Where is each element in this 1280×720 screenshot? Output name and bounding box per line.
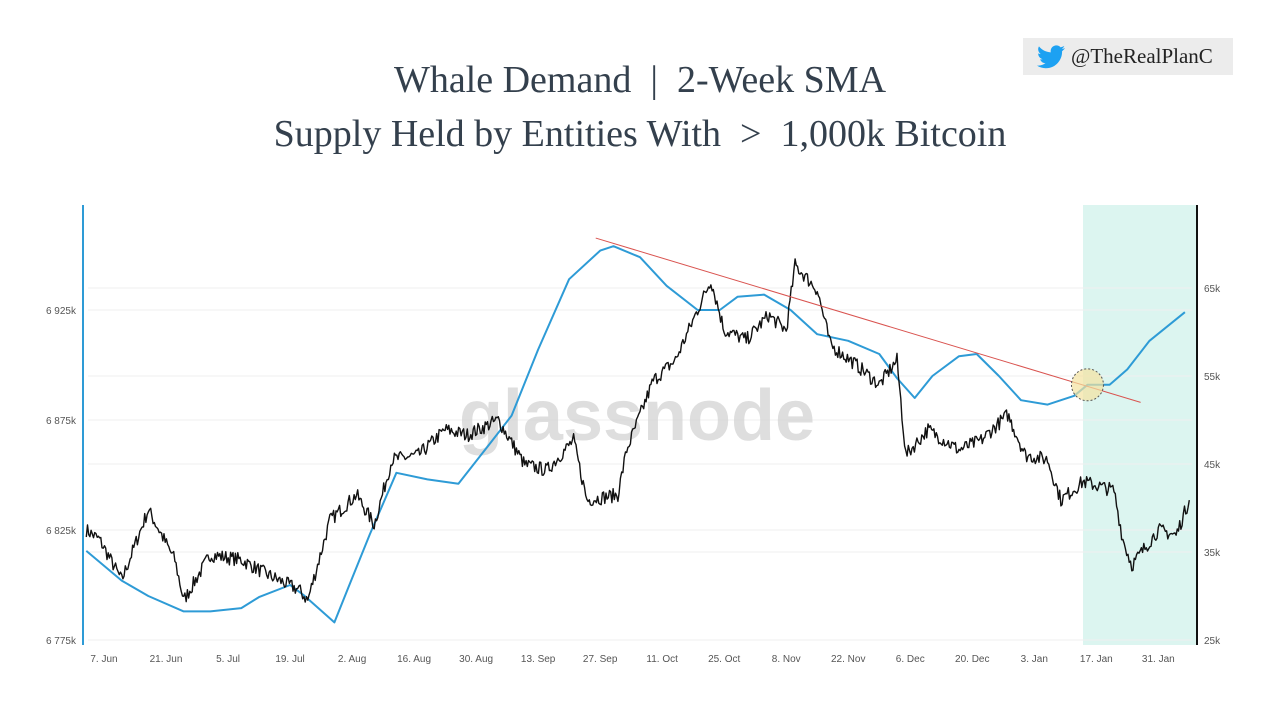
x-axis-tick-label: 5. Jul [216, 654, 240, 665]
twitter-handle: @TheRealPlanC [1071, 44, 1213, 68]
right-axis-tick-label: 25k [1204, 636, 1221, 647]
x-axis-tick-label: 21. Jun [150, 654, 183, 665]
x-axis-tick-label: 22. Nov [831, 654, 865, 665]
x-axis-tick-label: 7. Jun [90, 654, 117, 665]
x-axis-tick-label: 2. Aug [338, 654, 366, 665]
x-axis-tick-label: 16. Aug [397, 654, 431, 665]
x-axis-tick-label: 17. Jan [1080, 654, 1113, 665]
twitter-handle-badge: @TheRealPlanC [1023, 38, 1233, 75]
shaded-region [1083, 205, 1197, 645]
x-axis-tick-label: 25. Oct [708, 654, 740, 665]
right-axis-tick-label: 55k [1204, 372, 1221, 383]
left-axis-tick-label: 6 925k [46, 306, 77, 317]
x-axis-tick-label: 31. Jan [1142, 654, 1175, 665]
chart-title-line2: Supply Held by Entities With > 1,000k Bi… [273, 113, 1007, 155]
highlight-circle [1070, 368, 1104, 402]
x-axis-tick-label: 3. Jan [1021, 654, 1048, 665]
x-axis-tick-label: 6. Dec [896, 654, 925, 665]
x-axis-tick-label: 19. Jul [275, 654, 304, 665]
left-axis-tick-label: 6 875k [46, 416, 77, 427]
right-axis-tick-label: 35k [1204, 548, 1221, 559]
x-axis-tick-label: 27. Sep [583, 654, 618, 665]
right-axis-tick-label: 45k [1204, 460, 1221, 471]
chart-title-line1: Whale Demand | 2-Week SMA [393, 59, 887, 101]
x-axis-tick-label: 11. Oct [646, 654, 678, 665]
twitter-bird-icon [1037, 44, 1065, 68]
x-axis-tick-label: 20. Dec [955, 654, 989, 665]
left-axis-tick-label: 6 825k [46, 526, 77, 537]
watermark: glassnode [459, 376, 815, 456]
right-axis-tick-label: 65k [1204, 284, 1221, 295]
x-axis-tick-label: 8. Nov [772, 654, 801, 665]
trendline [595, 237, 1141, 403]
x-axis-tick-label: 30. Aug [459, 654, 493, 665]
btc-price-line [85, 258, 1190, 603]
x-axis-tick-label: 13. Sep [521, 654, 556, 665]
left-axis-tick-label: 6 775k [46, 636, 77, 647]
